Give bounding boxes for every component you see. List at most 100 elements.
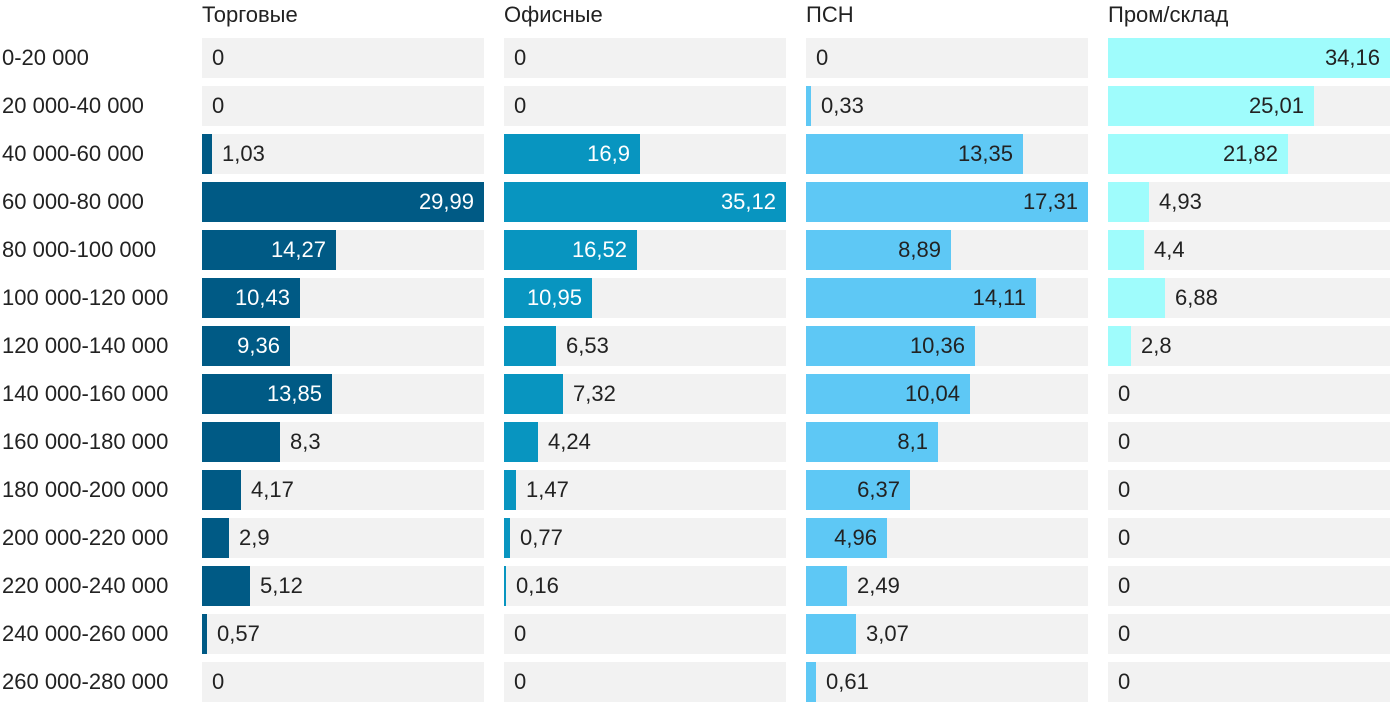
bar-track: 4,93 bbox=[1108, 182, 1390, 222]
row-label: 240 000-260 000 bbox=[2, 621, 169, 646]
bar-track: 10,43 bbox=[202, 278, 484, 318]
bar-track: 6,37 bbox=[806, 470, 1088, 510]
bar-value-label: 8,89 bbox=[898, 237, 941, 262]
bar-value-label: 6,88 bbox=[1175, 285, 1218, 310]
row-label: 160 000-180 000 bbox=[2, 429, 169, 454]
bar bbox=[202, 566, 250, 606]
bar-track: 0 bbox=[202, 38, 484, 78]
bar-track: 14,11 bbox=[806, 278, 1088, 318]
bar-value-label: 0 bbox=[514, 45, 527, 70]
bar bbox=[1108, 38, 1390, 78]
bar-track: 0 bbox=[504, 86, 786, 126]
bar bbox=[806, 518, 887, 558]
bar bbox=[504, 422, 538, 462]
bar-track: 10,36 bbox=[806, 326, 1088, 366]
bar-track: 0 bbox=[1108, 374, 1390, 414]
bar bbox=[1108, 134, 1288, 174]
bar bbox=[504, 182, 786, 222]
bar-track: 8,3 bbox=[202, 422, 484, 462]
bar-value-label: 10,04 bbox=[904, 381, 960, 406]
bar-track: 16,52 bbox=[504, 230, 786, 270]
bar-track: 0 bbox=[504, 614, 786, 654]
bar-track: 4,4 bbox=[1108, 230, 1390, 270]
row-label: 20 000-40 000 bbox=[2, 93, 144, 118]
bar-track: 4,96 bbox=[806, 518, 1088, 558]
bar bbox=[504, 278, 592, 318]
bar-value-label: 0 bbox=[514, 93, 527, 118]
bar-value-label: 14,11 bbox=[972, 285, 1026, 310]
bar bbox=[806, 182, 1088, 222]
bar-value-label: 0 bbox=[514, 621, 527, 646]
bar bbox=[202, 134, 212, 174]
bar-value-label: 0 bbox=[1118, 429, 1131, 454]
bar-value-label: 0 bbox=[816, 45, 829, 70]
row-label: 120 000-140 000 bbox=[2, 333, 169, 358]
row-label: 40 000-60 000 bbox=[2, 141, 144, 166]
bar-track: 0 bbox=[202, 86, 484, 126]
bar-value-label: 5,12 bbox=[260, 573, 303, 598]
bar bbox=[1108, 278, 1165, 318]
bar-track: 17,31 bbox=[806, 182, 1088, 222]
bar-value-label: 1,03 bbox=[222, 141, 265, 166]
series-title: Пром/склад bbox=[1108, 2, 1229, 27]
bar-value-label: 21,82 bbox=[1222, 141, 1278, 166]
bar bbox=[202, 518, 229, 558]
bar-track: 34,16 bbox=[1108, 38, 1390, 78]
bar bbox=[202, 422, 280, 462]
bar bbox=[806, 326, 975, 366]
bar-track: 2,9 bbox=[202, 518, 484, 558]
bar-value-label: 9,36 bbox=[237, 333, 280, 358]
bar-track: 0 bbox=[1108, 662, 1390, 702]
bar-track: 0 bbox=[202, 662, 484, 702]
bar-track: 8,1 bbox=[806, 422, 1088, 462]
series-title: Офисные bbox=[504, 2, 603, 27]
bar-track: 25,01 bbox=[1108, 86, 1390, 126]
bar-value-label: 0 bbox=[1118, 669, 1131, 694]
bar bbox=[202, 470, 241, 510]
row-label: 0-20 000 bbox=[2, 45, 89, 70]
bar-value-label: 2,49 bbox=[857, 573, 900, 598]
bar-value-label: 17,31 bbox=[1022, 189, 1078, 214]
bar-value-label: 4,4 bbox=[1154, 237, 1185, 262]
bar-track: 0 bbox=[504, 662, 786, 702]
bar-track: 6,53 bbox=[504, 326, 786, 366]
bar bbox=[504, 134, 640, 174]
bar-value-label: 25,01 bbox=[1248, 93, 1304, 118]
bar-track: 0,33 bbox=[806, 86, 1088, 126]
bar-value-label: 4,24 bbox=[548, 429, 591, 454]
bar bbox=[806, 566, 847, 606]
bar-track: 1,03 bbox=[202, 134, 484, 174]
bar-value-label: 8,3 bbox=[290, 429, 321, 454]
bar bbox=[504, 326, 556, 366]
row-label: 260 000-280 000 bbox=[2, 669, 169, 694]
bar-value-label: 3,07 bbox=[866, 621, 909, 646]
bar bbox=[806, 278, 1036, 318]
bar-track: 21,82 bbox=[1108, 134, 1390, 174]
bar-track: 14,27 bbox=[202, 230, 484, 270]
bar-track: 16,9 bbox=[504, 134, 786, 174]
bar-track: 13,35 bbox=[806, 134, 1088, 174]
bar-value-label: 0,61 bbox=[826, 669, 869, 694]
bar-track: 0 bbox=[504, 38, 786, 78]
bar-track: 2,49 bbox=[806, 566, 1088, 606]
series-title: ПСН bbox=[806, 2, 854, 27]
bar-value-label: 0 bbox=[1118, 381, 1131, 406]
bar-value-label: 0,16 bbox=[516, 573, 559, 598]
bar-value-label: 0,33 bbox=[821, 93, 864, 118]
bar-track: 0,16 bbox=[504, 566, 786, 606]
bar bbox=[806, 230, 951, 270]
bar-value-label: 8,1 bbox=[897, 429, 928, 454]
bar bbox=[202, 278, 300, 318]
bar-value-label: 34,16 bbox=[1324, 45, 1380, 70]
bar-value-label: 2,9 bbox=[239, 525, 270, 550]
bar-track: 7,32 bbox=[504, 374, 786, 414]
bar bbox=[806, 86, 811, 126]
bar-value-label: 4,93 bbox=[1159, 189, 1202, 214]
bar-track: 0 bbox=[1108, 566, 1390, 606]
bar-value-label: 6,37 bbox=[857, 477, 900, 502]
bar bbox=[202, 614, 207, 654]
bar-track: 0,61 bbox=[806, 662, 1088, 702]
bar bbox=[806, 134, 1023, 174]
bar-track: 9,36 bbox=[202, 326, 484, 366]
row-label: 80 000-100 000 bbox=[2, 237, 157, 262]
